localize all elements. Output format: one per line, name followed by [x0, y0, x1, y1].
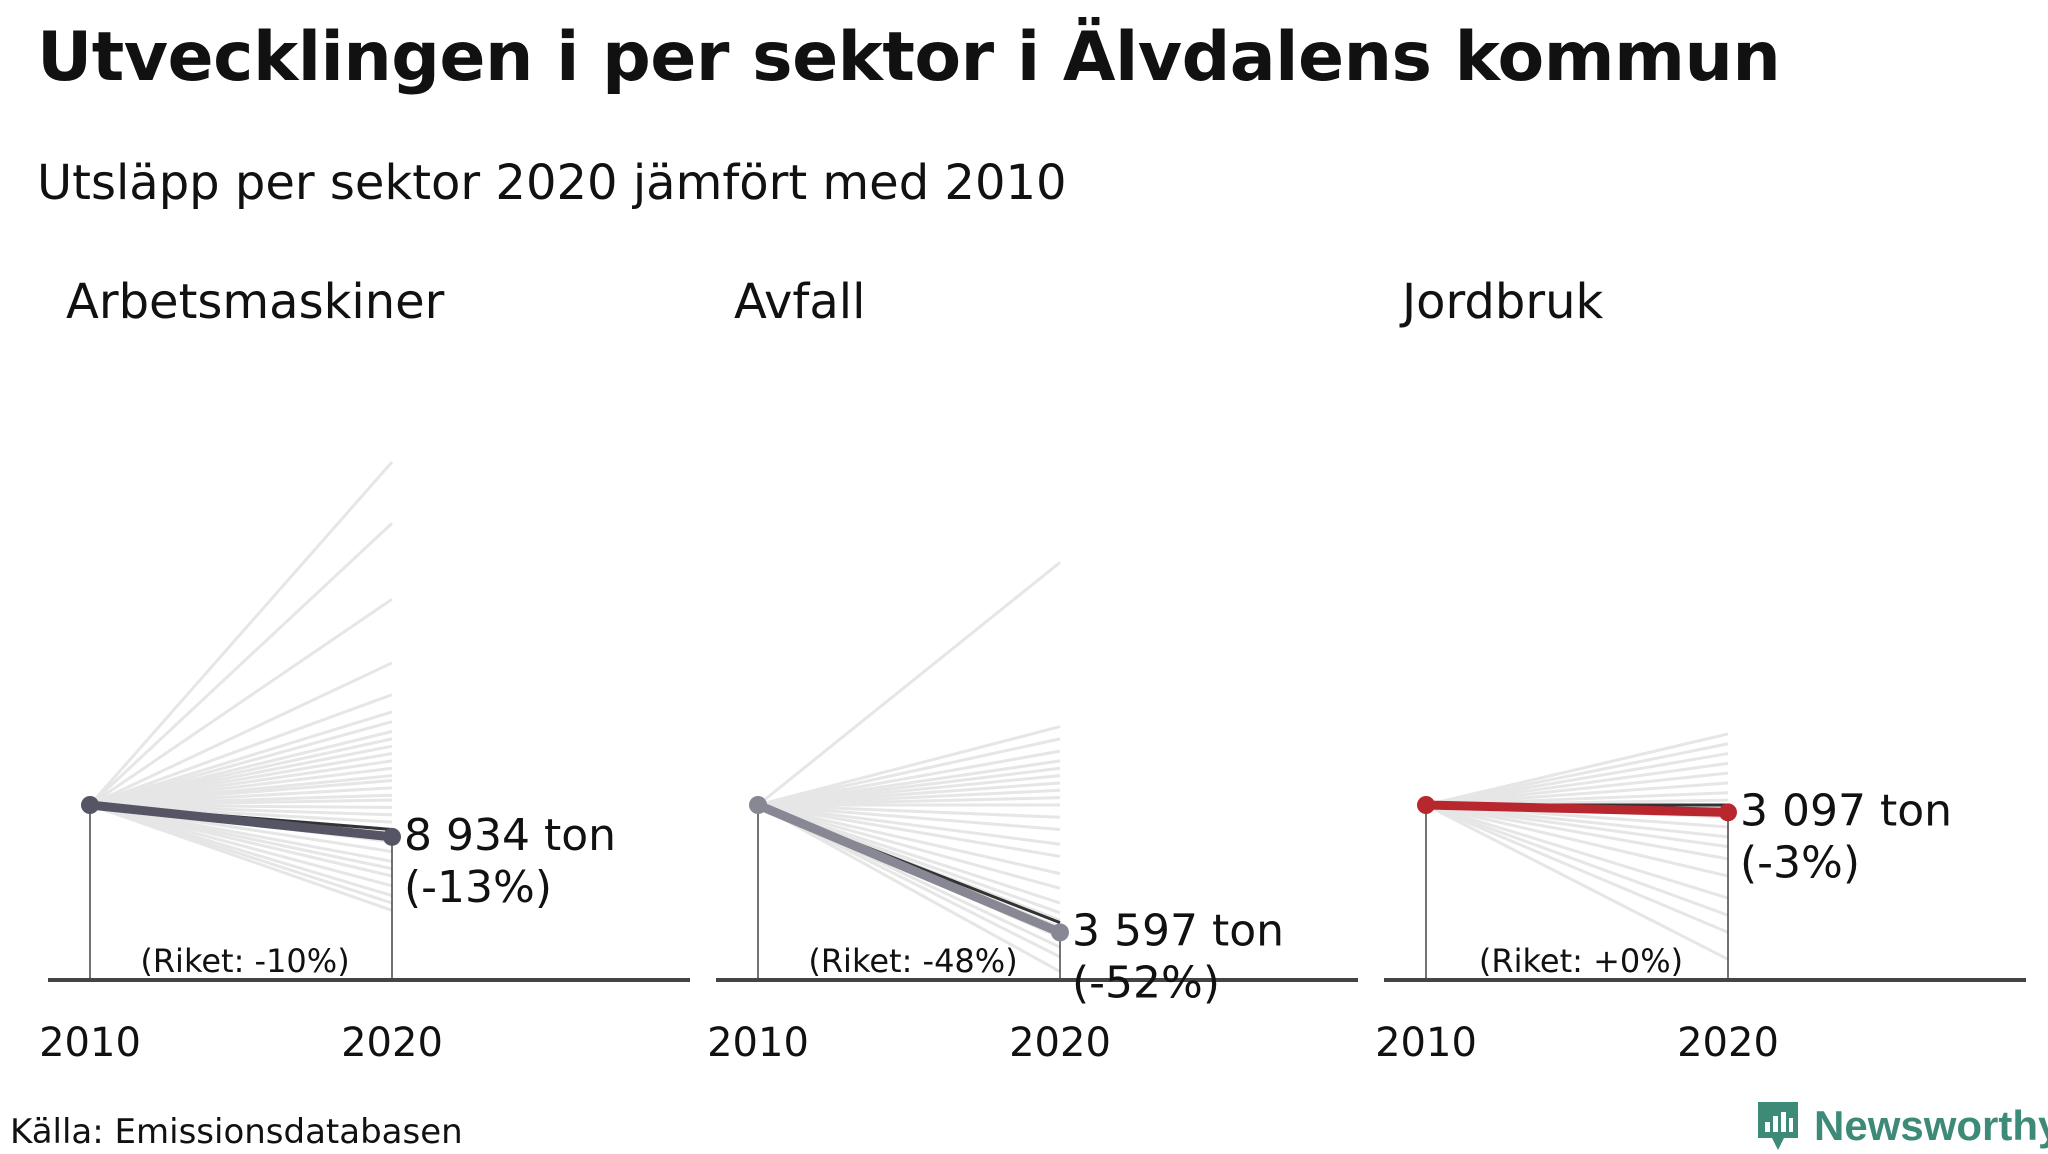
background-line	[757, 561, 1061, 807]
municipality-line	[1421, 800, 1733, 817]
x-tick-label: 2020	[341, 1020, 443, 1066]
change-label: (-3%)	[1740, 837, 1860, 888]
newsworthy-logo-icon	[1758, 1102, 1798, 1150]
value-label: 3 097 ton	[1740, 785, 1952, 836]
newsworthy-logo: Newsworthy	[1754, 1098, 2048, 1154]
national-label: (Riket: -48%)	[808, 942, 1017, 980]
chart-subtitle: Utsläpp per sektor 2020 jämfört med 2010	[37, 155, 1067, 211]
panel-title: Jordbruk	[1399, 274, 1604, 330]
background-line	[1425, 803, 1729, 878]
background-line	[757, 803, 1061, 905]
point-2020	[1051, 923, 1069, 942]
background-line	[757, 803, 1061, 890]
background-line	[1425, 803, 1729, 934]
background-line	[89, 720, 393, 807]
background-line	[757, 749, 1061, 807]
background-line	[1425, 752, 1729, 807]
background-line	[89, 693, 393, 807]
background-line	[1425, 803, 1729, 917]
background-line	[1425, 803, 1729, 961]
point-2010	[1417, 796, 1435, 814]
background-line	[1425, 761, 1729, 807]
municipality-line	[753, 800, 1065, 937]
background-line	[1425, 803, 1729, 849]
background-line	[1425, 803, 1729, 861]
background-line	[1425, 742, 1729, 807]
background-line	[89, 710, 393, 807]
background-line	[1425, 781, 1729, 807]
background-line	[757, 803, 1061, 973]
background-line	[757, 803, 1061, 819]
municipality-line	[85, 800, 397, 842]
national-label: (Riket: -10%)	[140, 942, 349, 980]
x-tick-label: 2020	[1009, 1020, 1111, 1066]
value-label: 3 597 ton	[1072, 905, 1284, 956]
point-2020	[1719, 803, 1737, 822]
background-line	[89, 803, 393, 878]
background-line	[89, 803, 393, 888]
background-line	[757, 737, 1061, 807]
background-line	[88, 522, 394, 807]
background-line	[757, 803, 1061, 876]
background-line	[89, 661, 393, 807]
x-tick-label: 2010	[1375, 1020, 1477, 1066]
change-label: (-52%)	[1072, 957, 1220, 1008]
x-tick-label: 2010	[707, 1020, 809, 1066]
national-label: (Riket: +0%)	[1479, 942, 1683, 980]
x-tick-label: 2020	[1677, 1020, 1779, 1066]
panel-title: Avfall	[734, 274, 865, 330]
background-line	[89, 597, 393, 807]
panel-title: Arbetsmaskiner	[66, 274, 445, 330]
point-2020	[383, 827, 401, 846]
x-tick-label: 2010	[39, 1020, 141, 1066]
background-line	[1425, 771, 1729, 807]
background-line	[88, 461, 394, 806]
background-line	[757, 803, 1061, 858]
change-label: (-13%)	[404, 862, 552, 913]
background-line	[757, 803, 1061, 831]
brand-name: Newsworthy	[1814, 1102, 2048, 1149]
point-2010	[81, 796, 99, 814]
background-line	[757, 803, 1061, 846]
background-line	[1425, 732, 1729, 807]
point-2010	[749, 796, 767, 814]
background-line	[757, 725, 1061, 807]
chart-title: Utvecklingen i per sektor i Älvdalens ko…	[37, 18, 1781, 97]
value-label: 8 934 ton	[404, 810, 616, 861]
background-line	[89, 803, 393, 912]
background-line	[1425, 803, 1729, 900]
source-note: Källa: Emissionsdatabasen	[10, 1112, 463, 1152]
